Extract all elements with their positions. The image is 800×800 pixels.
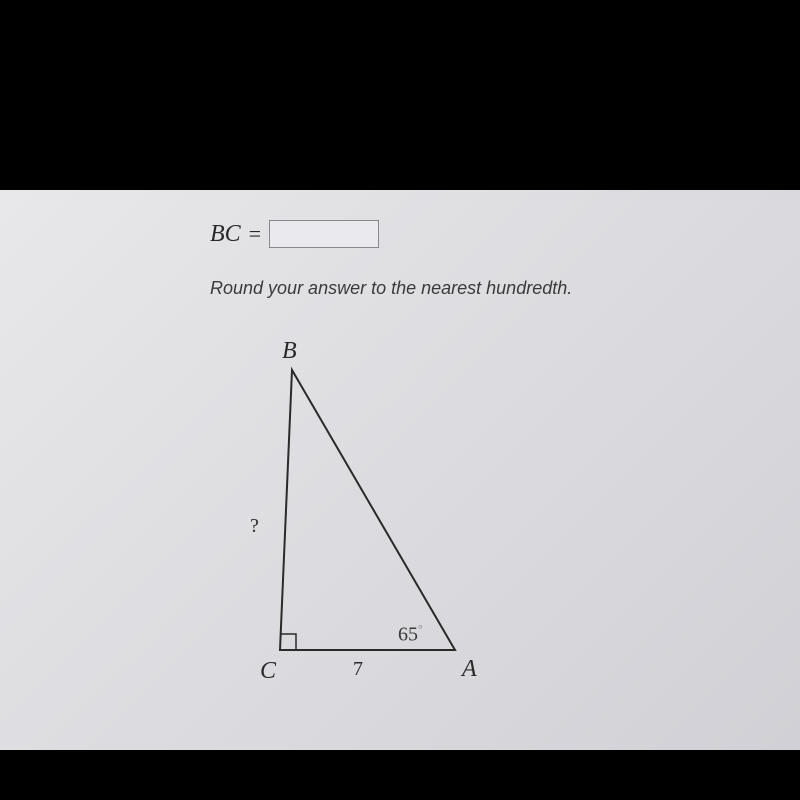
- angle-degree-symbol: °: [418, 622, 423, 636]
- vertex-label-C: C: [260, 658, 276, 685]
- triangle-path: [280, 370, 455, 650]
- equation-row: BC =: [210, 220, 379, 248]
- rounding-instruction: Round your answer to the nearest hundred…: [210, 278, 572, 299]
- equation-equals: =: [249, 221, 261, 247]
- vertex-label-A: A: [462, 656, 477, 683]
- right-angle-marker: [280, 634, 296, 650]
- triangle-diagram: B C A ? 7 65°: [230, 340, 530, 740]
- answer-input[interactable]: [269, 220, 379, 248]
- side-label-BC: ?: [250, 515, 259, 538]
- equation-lhs: BC: [210, 221, 241, 248]
- worksheet-paper: BC = Round your answer to the nearest hu…: [0, 190, 800, 750]
- side-label-CA: 7: [353, 658, 363, 681]
- vertex-label-B: B: [282, 338, 297, 365]
- angle-label-A: 65°: [398, 622, 423, 647]
- angle-value: 65: [398, 624, 418, 646]
